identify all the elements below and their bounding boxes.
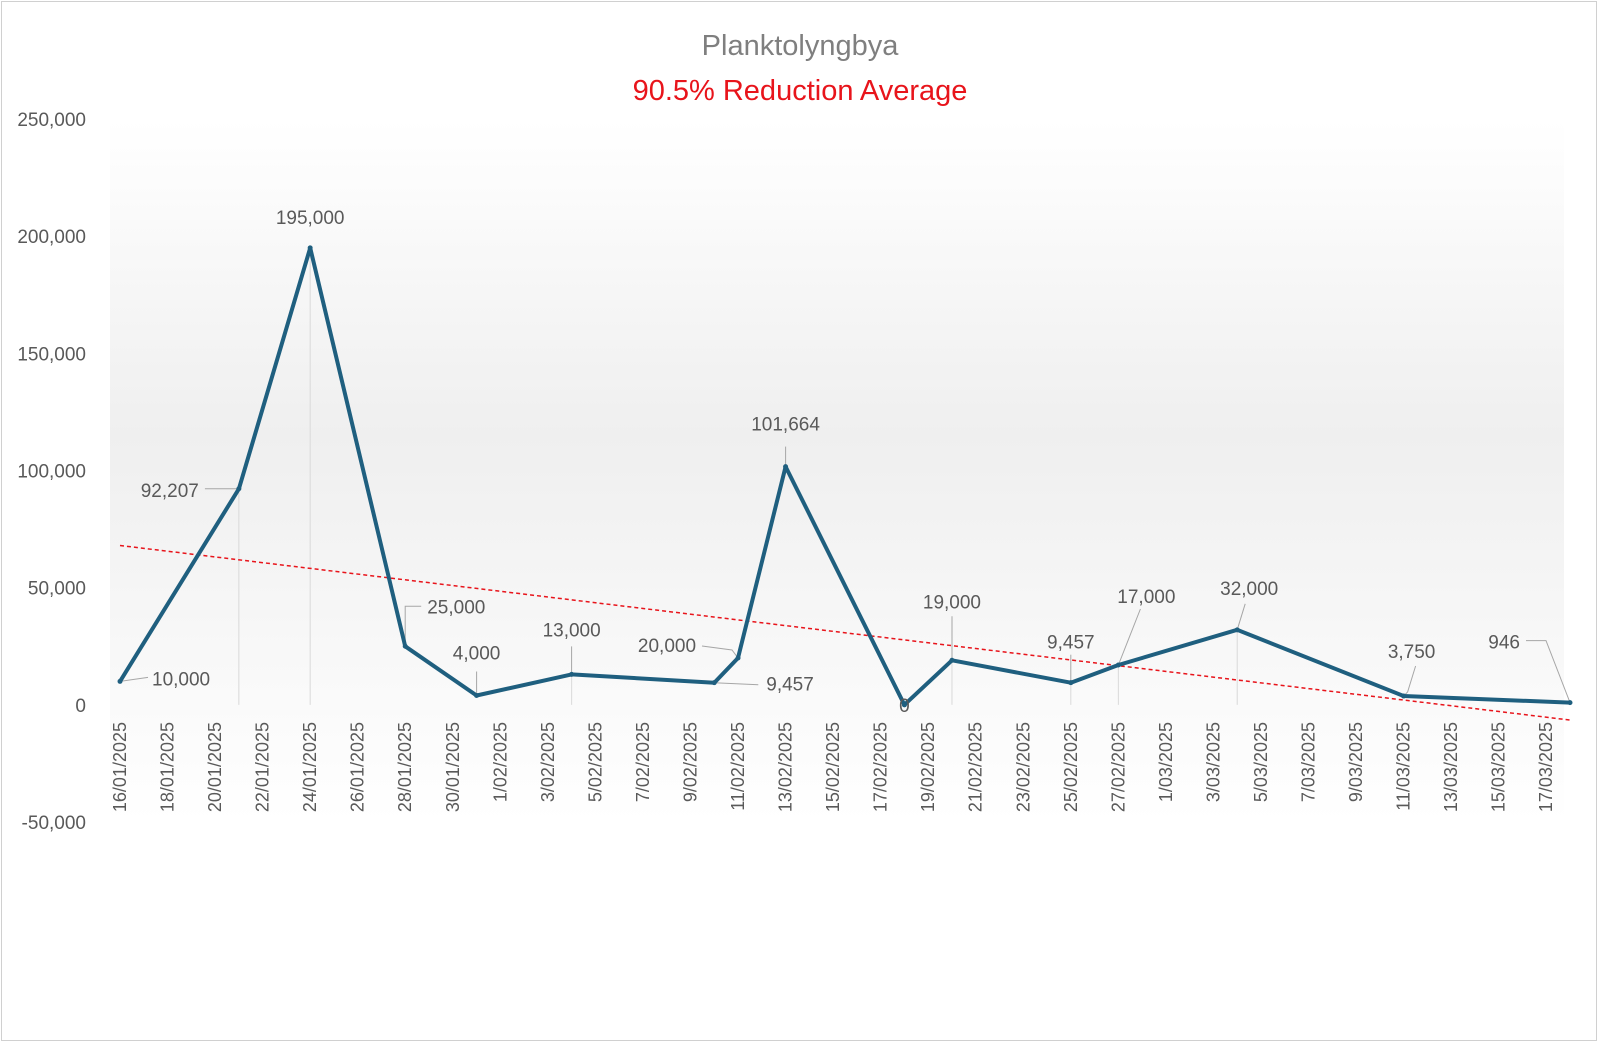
x-tick-label: 17/02/2025 [871, 722, 891, 812]
x-tick-label: 13/02/2025 [776, 722, 796, 812]
x-tick-label: 9/02/2025 [680, 722, 700, 802]
x-tick-label: 11/02/2025 [728, 722, 748, 811]
x-tick-label: 13/03/2025 [1441, 722, 1461, 812]
x-tick-label: 15/02/2025 [823, 722, 843, 812]
x-tick-label: 25/02/2025 [1061, 722, 1081, 812]
data-label: 946 [1488, 633, 1520, 654]
data-labels-group: 10,000 92,207 195,000 25,000 4,000 13,000 9,45… [141, 208, 1520, 717]
data-point [402, 643, 408, 649]
x-tick-label: 21/02/2025 [966, 722, 986, 812]
data-point [1068, 680, 1074, 686]
series-line [118, 245, 1571, 707]
x-tick-label: 19/02/2025 [918, 722, 938, 812]
data-label: 17,000 [1117, 587, 1175, 608]
y-tick-label: 0 [75, 696, 86, 717]
x-tick-label: 5/03/2025 [1251, 722, 1271, 802]
x-tick-label: 11/03/2025 [1394, 722, 1414, 811]
y-axis-ticks: 250,000 200,000 150,000 100,000 50,000 0 -50,0… [17, 110, 86, 834]
data-point [474, 692, 480, 698]
data-point [1234, 627, 1240, 633]
label-leader-line [714, 682, 759, 686]
trendline [119, 544, 1571, 721]
data-label: 25,000 [427, 597, 485, 618]
x-tick-label: 17/03/2025 [1536, 722, 1556, 812]
x-tick-label: 24/01/2025 [300, 722, 320, 812]
x-tick-label: 27/02/2025 [1108, 722, 1128, 812]
data-point [711, 680, 717, 686]
plot-area-background [110, 119, 1564, 822]
label-leader-line [701, 645, 739, 659]
data-label: 0 [899, 696, 910, 717]
data-label: 195,000 [276, 208, 345, 229]
y-tick-label: -50,000 [22, 813, 86, 834]
series-group [117, 245, 1573, 708]
x-tick-label: 9/03/2025 [1346, 722, 1366, 802]
y-tick-label: 50,000 [28, 579, 86, 600]
data-point [1401, 693, 1407, 699]
x-tick-label: 7/03/2025 [1299, 722, 1319, 802]
data-label: 32,000 [1220, 579, 1278, 600]
y-tick-label: 250,000 [17, 110, 86, 131]
y-tick-label: 150,000 [17, 344, 86, 365]
data-label: 4,000 [453, 643, 501, 664]
x-tick-label: 7/02/2025 [633, 722, 653, 802]
data-label: 19,000 [923, 592, 981, 613]
x-tick-label: 23/02/2025 [1013, 722, 1033, 812]
x-tick-label: 15/03/2025 [1489, 722, 1509, 812]
y-tick-label: 200,000 [17, 227, 86, 248]
label-leader-line [404, 605, 422, 647]
data-label: 92,207 [141, 481, 199, 502]
data-point [307, 245, 313, 251]
label-leader-line [1526, 640, 1571, 703]
data-point [735, 655, 741, 661]
data-point [569, 671, 575, 677]
data-label: 10,000 [152, 669, 210, 690]
chart-subtitle: 90.5% Reduction Average [633, 75, 968, 107]
chart-title: Planktolyngbya [702, 30, 900, 62]
label-leader-line [1236, 603, 1246, 630]
x-tick-label: 28/01/2025 [395, 722, 415, 812]
data-label: 3,750 [1388, 642, 1436, 663]
label-leader-line [119, 676, 149, 682]
x-tick-label: 3/02/2025 [538, 722, 558, 802]
x-tick-label: 3/03/2025 [1203, 722, 1223, 802]
x-tick-label: 18/01/2025 [158, 722, 178, 812]
x-axis-ticks: 16/01/2025 18/01/2025 20/01/2025 22/01/2025… [110, 722, 1556, 812]
y-tick-label: 100,000 [17, 462, 86, 483]
data-label: 13,000 [543, 620, 601, 641]
trendline-group [119, 544, 1571, 721]
data-label: 9,457 [1047, 633, 1095, 654]
data-label: 20,000 [638, 636, 696, 657]
x-tick-label: 5/02/2025 [585, 722, 605, 802]
label-leader-line [1117, 608, 1141, 666]
data-point [236, 486, 242, 492]
label-leader-lines [119, 247, 1571, 705]
x-tick-label: 26/01/2025 [348, 722, 368, 812]
x-tick-label: 16/01/2025 [110, 722, 130, 812]
data-point [901, 702, 907, 708]
data-point [117, 678, 123, 684]
data-point [1567, 700, 1573, 706]
data-point [1115, 662, 1121, 668]
x-tick-label: 1/02/2025 [490, 722, 510, 802]
data-point [949, 657, 955, 663]
data-point [783, 464, 789, 470]
data-label: 9,457 [766, 675, 814, 696]
x-tick-label: 1/03/2025 [1156, 722, 1176, 802]
x-tick-label: 30/01/2025 [443, 722, 463, 812]
x-tick-label: 22/01/2025 [253, 722, 273, 812]
x-tick-label: 20/01/2025 [205, 722, 225, 812]
data-label: 101,664 [751, 415, 820, 436]
